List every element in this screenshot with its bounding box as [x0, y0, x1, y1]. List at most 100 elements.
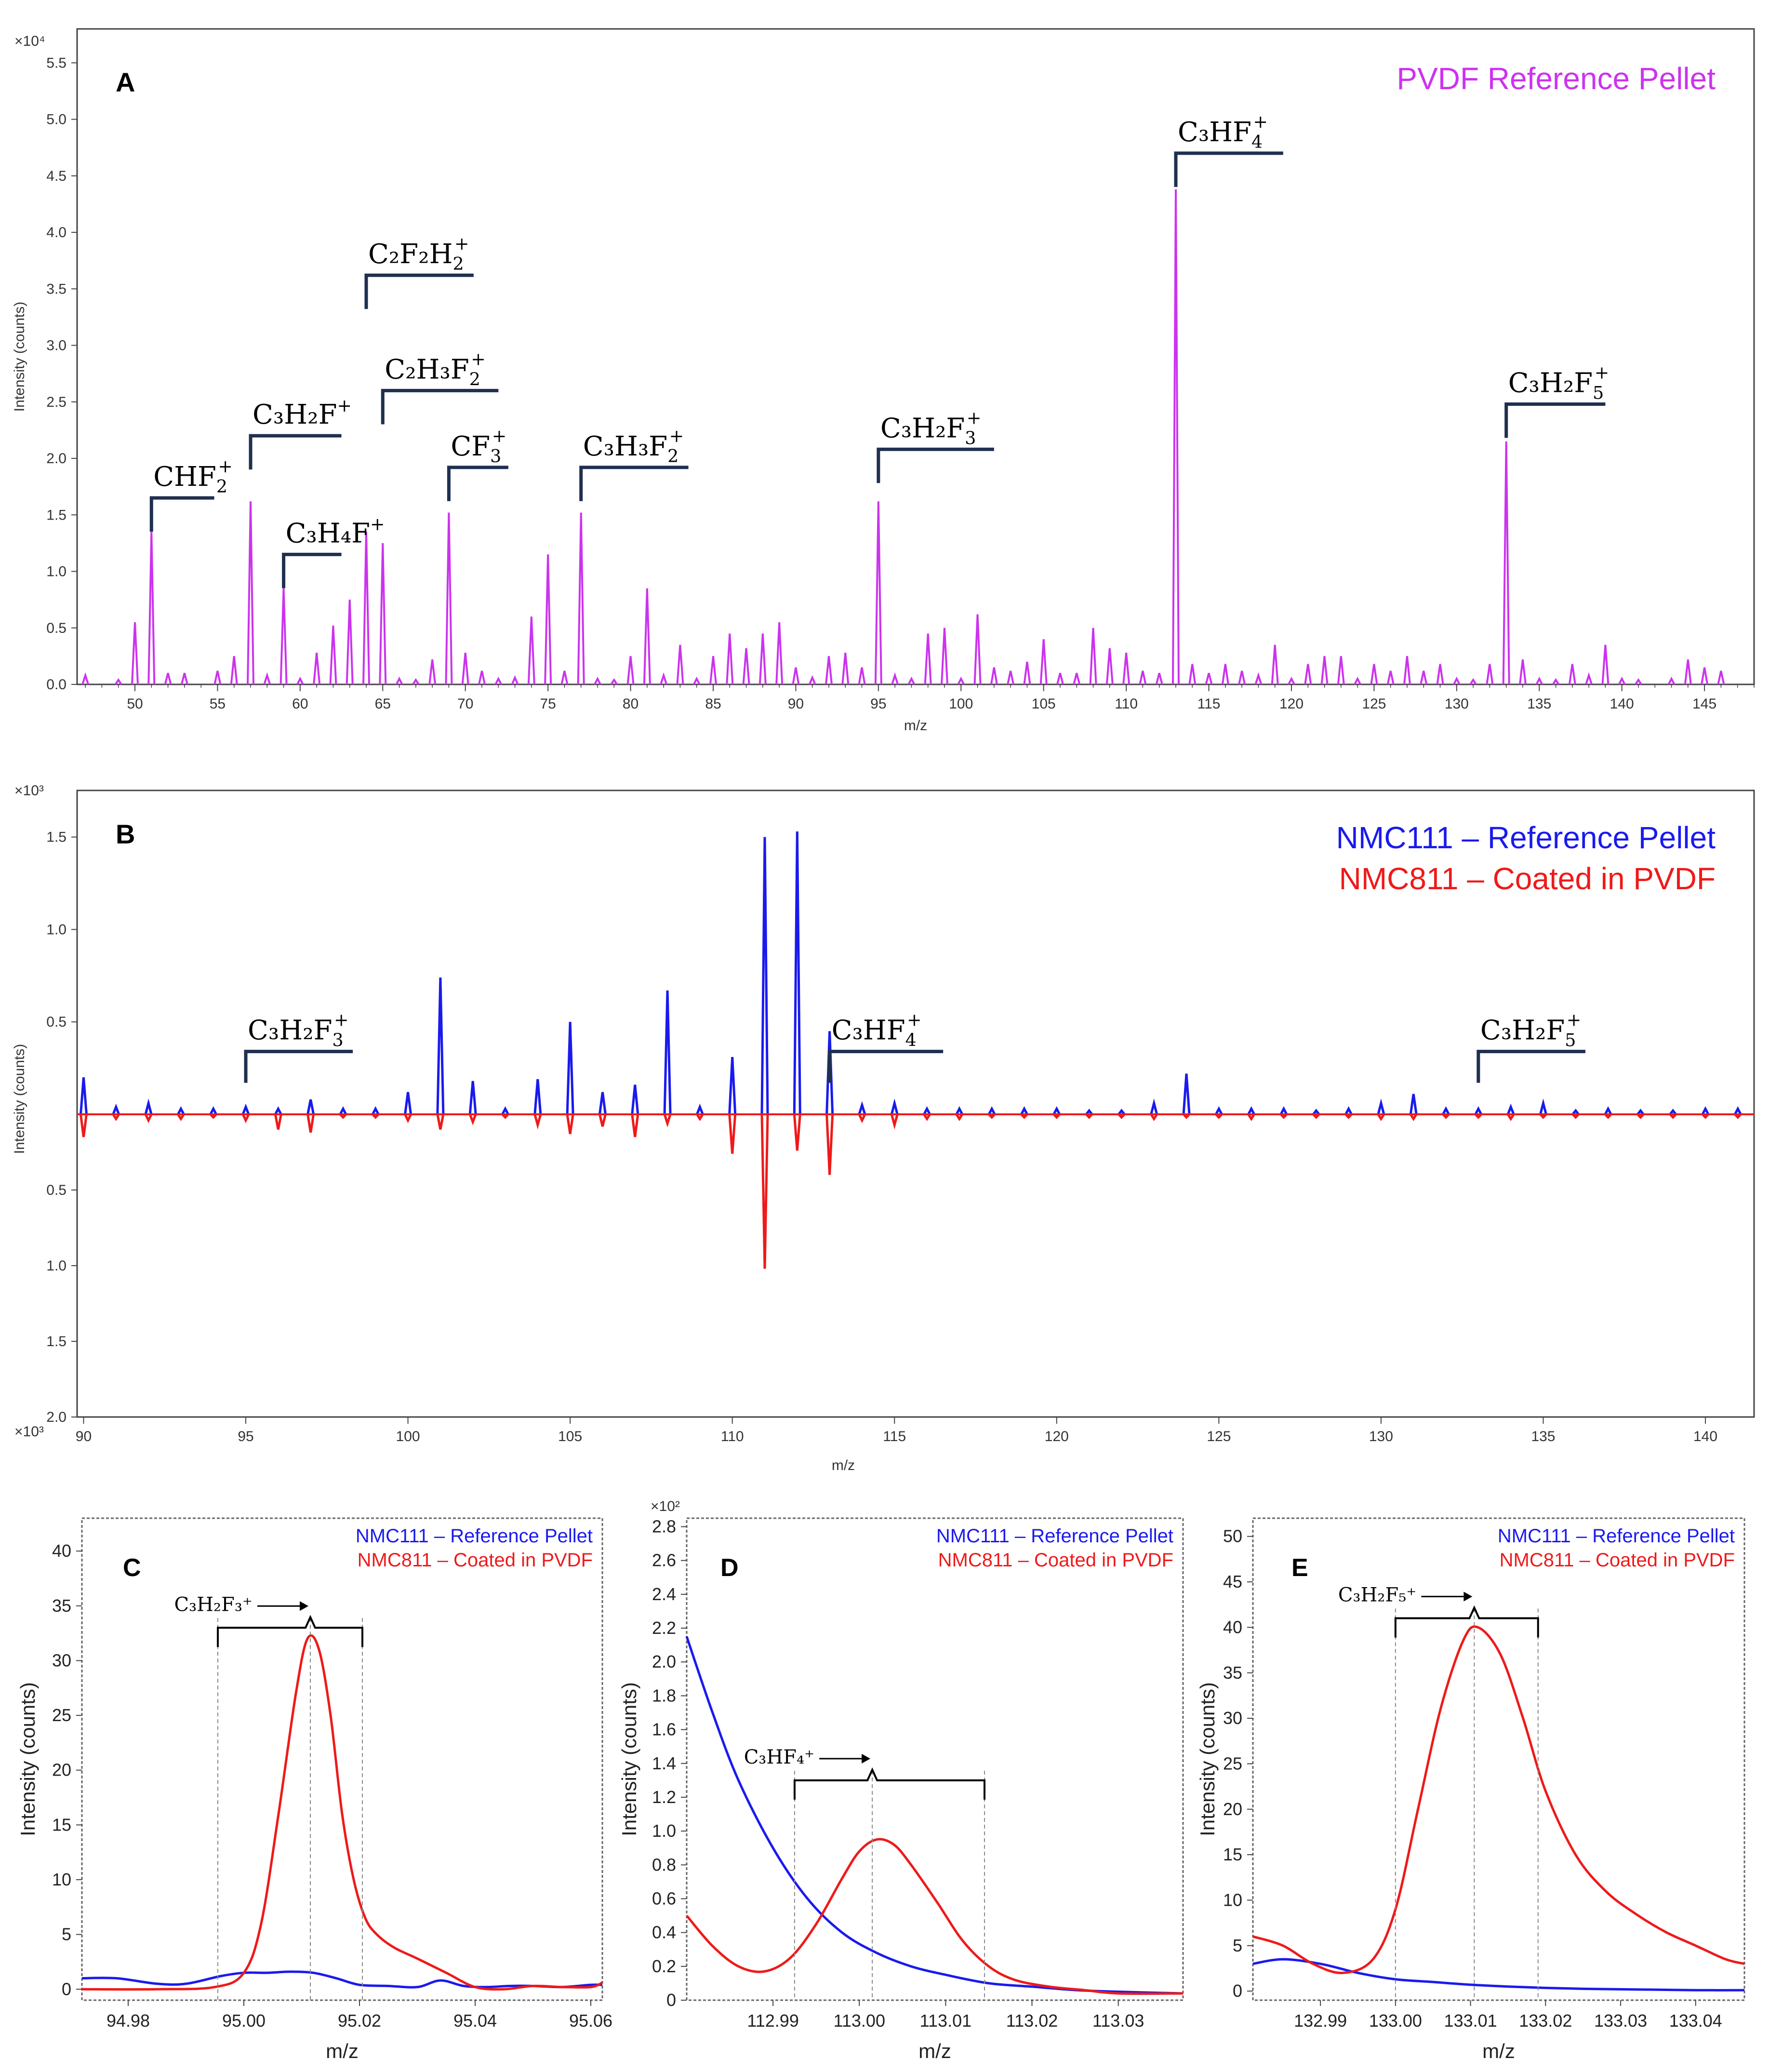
x-tick-label: 110	[721, 1429, 744, 1444]
peak	[1386, 670, 1395, 685]
peak-nmc811	[209, 1113, 217, 1119]
y-tick-label: 0	[666, 1990, 676, 2010]
peak-nmc811	[955, 1113, 963, 1122]
peak	[1023, 661, 1031, 685]
peak-nmc111	[112, 1103, 120, 1115]
peak	[1288, 676, 1295, 685]
peak	[279, 588, 288, 685]
x-tick-label: 95.04	[453, 2011, 497, 2031]
annotation-label: CF3+	[451, 426, 506, 467]
annotation-bracket	[364, 273, 474, 309]
peak	[1271, 644, 1279, 685]
peak-nmc811	[728, 1114, 737, 1154]
panel-e-legend-nmc811: NMC811 – Coated in PVDF	[1500, 1550, 1735, 1571]
peak-nmc111	[1474, 1106, 1483, 1115]
peak-nmc111	[274, 1106, 282, 1115]
peak-nmc811	[177, 1113, 185, 1122]
peak	[527, 616, 535, 685]
panel-d-ylabel: Intensity (counts)	[618, 1682, 640, 1836]
panel-d-series	[685, 1636, 1184, 1995]
peak-nmc811	[1247, 1113, 1255, 1122]
x-tick-label: 95	[870, 696, 886, 712]
y-tick-label: 1.8	[652, 1685, 676, 1705]
peak	[1089, 628, 1097, 685]
peak-nmc811	[144, 1113, 153, 1123]
peak	[1238, 670, 1246, 685]
panel-a-peaks	[81, 189, 1725, 685]
x-tick-label: 113.00	[834, 2011, 885, 2031]
series-nmc811	[686, 1838, 1184, 1995]
peak-nmc111	[1020, 1106, 1028, 1115]
peak-nmc111	[1506, 1103, 1515, 1115]
peak	[1354, 676, 1361, 685]
panel-b-ylabel: Intensity (counts)	[12, 1044, 27, 1154]
peak-nmc811	[1475, 1113, 1482, 1119]
peak	[808, 675, 816, 685]
x-tick-label: 65	[375, 696, 391, 712]
x-tick-label: 113.01	[920, 2011, 971, 2031]
x-tick-label: 145	[1692, 696, 1716, 712]
peak	[1155, 673, 1163, 685]
peak	[825, 656, 833, 685]
peak	[461, 653, 469, 685]
peak	[1585, 672, 1593, 685]
y-tick-label: 35	[1223, 1663, 1242, 1683]
peak-nmc811	[1117, 1113, 1126, 1119]
panel-b-xlabel: m/z	[832, 1457, 855, 1473]
series-nmc111	[685, 1636, 1184, 1995]
peak	[395, 676, 403, 685]
panel-b-legend-nmc811: NMC811 – Coated in PVDF	[1339, 861, 1716, 896]
panel-e-axes: 132.99 133.00 133.01 133.02 133.03 133.04 0 5 10…	[1223, 1526, 1722, 2031]
peak-nmc111	[1539, 1098, 1547, 1115]
peak-nmc811	[1344, 1113, 1353, 1119]
peak	[660, 672, 668, 685]
panel-e-series	[1252, 1625, 1745, 1992]
y-tick-label: 0.6	[652, 1888, 676, 1908]
peak-nmc811	[468, 1114, 477, 1125]
x-tick-label: 105	[1032, 696, 1056, 712]
annotation-bracket	[282, 552, 342, 588]
peak-nmc811	[1734, 1113, 1742, 1119]
bracket-label: C₃H₂F₅⁺	[1338, 1584, 1416, 1606]
y-tick-label: 0	[62, 1979, 71, 1999]
peak	[494, 676, 503, 685]
panel-a-annotations: CHF2+ C₃H₂F+ C₃H₄F+ C₂F₂H2+ C₂H₃F2+ CF3+ C₃H₃F…	[149, 111, 1609, 588]
peak	[1635, 678, 1642, 685]
annotation-bracket	[1476, 1050, 1585, 1083]
x-tick-label: 130	[1445, 696, 1469, 712]
peak	[1436, 664, 1444, 685]
panel-d-y-multiplier: ×10²	[651, 1498, 680, 1514]
peak-nmc811	[1410, 1113, 1418, 1122]
peak-nmc811	[1669, 1113, 1677, 1119]
bracket-arrowhead	[300, 1601, 308, 1611]
peak-nmc811	[890, 1114, 899, 1130]
y-tick-label: 15	[1223, 1845, 1242, 1864]
y-tick-label: 15	[52, 1815, 71, 1834]
peak	[1254, 672, 1263, 685]
y-tick-label: 0.4	[652, 1923, 676, 1942]
peak-nmc111	[663, 990, 672, 1115]
peak	[263, 672, 271, 685]
peak	[1502, 441, 1510, 685]
y-tick-label: 2.6	[652, 1551, 676, 1570]
peak-nmc111	[696, 1103, 704, 1115]
peak-nmc811	[436, 1114, 445, 1130]
y-tick-label: 50	[1223, 1526, 1242, 1546]
panel-a-y-multiplier: ×10⁴	[14, 33, 45, 49]
peak-nmc111	[1085, 1109, 1093, 1115]
panel-c-series	[81, 1634, 603, 1991]
panel-b-annotations: C₃H₂F3+ C₃HF4+ C₃H₂F5+	[244, 1010, 1585, 1083]
y-tick-label: 0	[1233, 1981, 1242, 2001]
peak	[957, 676, 965, 685]
peak-nmc111	[1571, 1109, 1580, 1115]
peak	[709, 656, 717, 685]
x-tick-label: 100	[396, 1429, 420, 1444]
peak	[164, 673, 172, 685]
y-tick-label: 1.0	[46, 564, 67, 580]
peak-nmc811	[1539, 1113, 1547, 1119]
peak-nmc111	[79, 1077, 88, 1115]
annotation-label: C₃H₄F+	[286, 514, 385, 549]
x-tick-label: 105	[558, 1429, 582, 1444]
panel-e-label: E	[1291, 1554, 1308, 1582]
